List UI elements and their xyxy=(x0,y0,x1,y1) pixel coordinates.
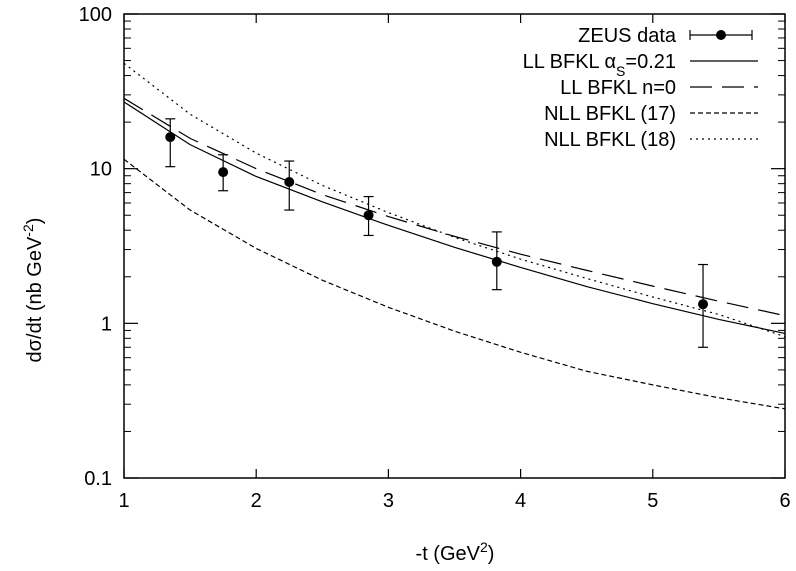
x-axis-title-sup: 2 xyxy=(480,539,488,555)
y-tick-label: 0.1 xyxy=(84,468,112,490)
data-point xyxy=(284,176,295,187)
y-axis-title: dσ/dt (nb GeV-2) xyxy=(20,218,46,363)
x-axis-title-text: -t (GeV xyxy=(416,543,481,565)
y-axis-title-text: dσ/dt (nb GeV xyxy=(24,236,46,362)
x-tick-label: 6 xyxy=(779,490,790,512)
y-tick-label: 10 xyxy=(90,159,112,181)
legend-data-marker xyxy=(716,30,726,40)
y-tick-label: 1 xyxy=(101,313,112,335)
data-point xyxy=(363,210,374,221)
x-tick-label: 1 xyxy=(118,490,129,512)
x-tick-label: 4 xyxy=(515,490,526,512)
y-axis-title-end: ) xyxy=(24,218,46,225)
y-axis-title-sup: -2 xyxy=(20,224,36,237)
legend-label: LL BFKL n=0 xyxy=(560,77,676,99)
series-line-1 xyxy=(123,101,786,335)
legend-label: NLL BFKL (17) xyxy=(544,103,676,125)
x-tick-label: 3 xyxy=(383,490,394,512)
x-axis-title: -t (GeV2) xyxy=(416,539,495,565)
legend-label: ZEUS data xyxy=(578,25,677,47)
series-line-4 xyxy=(123,62,786,338)
plot-layer: 1 2 3 4 5 6 0.1 1 10 100 xyxy=(79,4,791,512)
series-line-2 xyxy=(123,97,786,317)
x-axis-title-end: ) xyxy=(488,543,495,565)
data-point xyxy=(698,299,709,310)
data-point xyxy=(218,167,229,178)
x-tick-label: 5 xyxy=(647,490,658,512)
data-point xyxy=(165,132,176,143)
x-tick-label: 2 xyxy=(251,490,262,512)
y-tick-label: 100 xyxy=(79,4,112,26)
plot-frame xyxy=(123,13,786,479)
series-line-3 xyxy=(123,158,786,410)
legend-label: LL BFKL αS=0.21 xyxy=(523,51,676,79)
data-point xyxy=(491,256,502,267)
legend-label: NLL BFKL (18) xyxy=(544,129,676,151)
